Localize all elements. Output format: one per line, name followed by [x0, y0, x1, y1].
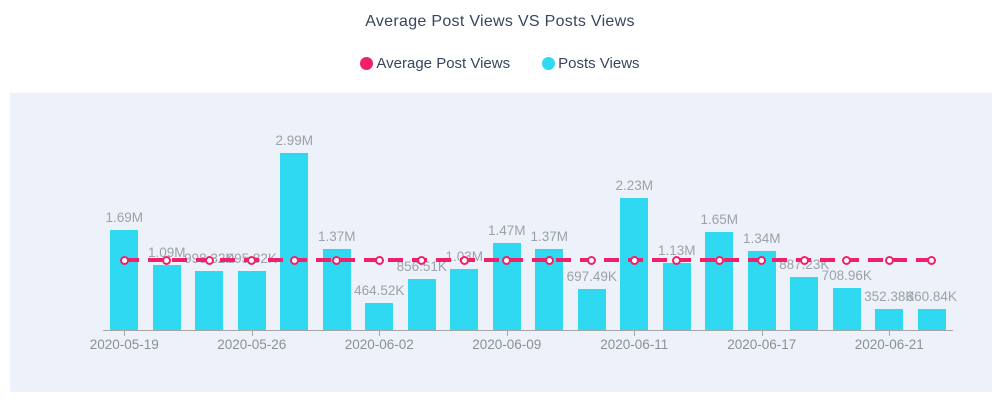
bar[interactable]	[237, 271, 266, 330]
x-axis-tick	[124, 331, 126, 336]
legend-dot-pink-icon	[360, 57, 374, 70]
average-point-marker	[927, 255, 937, 265]
x-axis-label: 2020-06-11	[600, 337, 669, 352]
bar-value-label: 856.51K	[396, 259, 447, 274]
bar-value-label: 1.37M	[317, 229, 356, 244]
x-axis-tick	[251, 331, 253, 336]
x-axis-label: 2020-05-26	[217, 337, 287, 352]
average-line	[124, 258, 932, 263]
bar[interactable]	[832, 288, 861, 330]
bar[interactable]	[110, 230, 139, 330]
x-axis-line	[103, 330, 953, 331]
legend-dot-cyan-icon	[542, 57, 556, 70]
bar-value-label: 360.84K	[906, 289, 957, 304]
bar[interactable]	[662, 263, 691, 330]
average-point-marker	[714, 255, 724, 265]
bar[interactable]	[365, 303, 394, 330]
bar-value-label: 1.09M	[147, 245, 186, 260]
average-point-marker	[884, 255, 894, 265]
legend-item-posts-views[interactable]: Posts Views	[542, 55, 640, 72]
bar[interactable]	[917, 309, 946, 330]
bar-value-label: 2.23M	[615, 178, 654, 193]
bar-value-label: 2.99M	[275, 133, 314, 148]
average-point-marker	[672, 255, 682, 265]
average-point-marker	[247, 255, 257, 265]
x-axis-label: 2020-05-19	[89, 337, 159, 352]
legend-item-average-post-views[interactable]: Average Post Views	[360, 55, 510, 72]
x-axis-tick	[634, 331, 636, 336]
x-axis-tick	[889, 331, 891, 336]
bar[interactable]	[577, 289, 606, 330]
bar[interactable]	[407, 279, 436, 330]
plot-area: 1.69M1.09M998.32K995.82K2.99M1.37M464.52…	[10, 93, 992, 392]
x-axis-tick	[506, 331, 508, 336]
average-point-marker	[502, 255, 512, 265]
bar[interactable]	[790, 277, 819, 330]
bar[interactable]	[280, 153, 309, 330]
average-point-marker	[459, 255, 469, 265]
legend-label-posts-views: Posts Views	[558, 55, 640, 72]
average-point-marker	[587, 255, 597, 265]
average-point-marker	[119, 255, 129, 265]
bar[interactable]	[152, 265, 181, 330]
average-point-marker	[757, 255, 767, 265]
average-point-marker	[332, 255, 342, 265]
average-point-marker	[799, 255, 809, 265]
bar-value-label: 697.49K	[566, 269, 617, 284]
x-axis-label: 2020-06-09	[472, 337, 542, 352]
x-axis-tick	[761, 331, 763, 336]
bar[interactable]	[450, 269, 479, 330]
bar-value-label: 1.34M	[742, 231, 781, 246]
average-point-marker	[842, 255, 852, 265]
bar[interactable]	[195, 271, 224, 330]
average-point-marker	[289, 255, 299, 265]
average-point-marker	[374, 255, 384, 265]
legend: Average Post Views Posts Views	[0, 55, 1000, 72]
chart-title: Average Post Views VS Posts Views	[365, 13, 635, 30]
bar[interactable]	[705, 232, 734, 330]
average-point-marker	[417, 255, 427, 265]
bar-value-label: 464.52K	[354, 283, 405, 298]
average-point-marker	[629, 255, 639, 265]
bar-value-label: 1.13M	[657, 243, 696, 258]
average-point-marker	[204, 255, 214, 265]
x-axis-tick	[379, 331, 381, 336]
x-axis-label: 2020-06-17	[727, 337, 797, 352]
x-axis-label: 2020-06-02	[344, 337, 414, 352]
bar-value-label: 352.38K	[864, 289, 915, 304]
bar-value-label: 1.37M	[530, 229, 569, 244]
bar[interactable]	[875, 309, 904, 330]
bar-value-label: 708.96K	[821, 268, 872, 283]
x-axis-label: 2020-06-21	[854, 337, 924, 352]
average-point-marker	[162, 255, 172, 265]
bar-value-label: 1.65M	[700, 212, 739, 227]
bar-value-label: 1.47M	[487, 223, 526, 238]
average-point-marker	[544, 255, 554, 265]
bar-value-label: 1.69M	[105, 210, 144, 225]
legend-label-average-post-views: Average Post Views	[376, 55, 511, 72]
